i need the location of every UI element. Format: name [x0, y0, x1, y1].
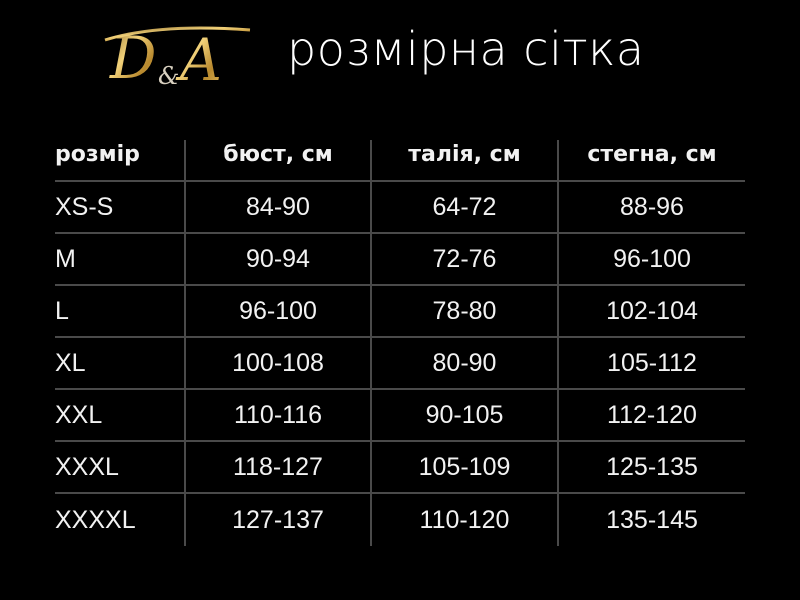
cell-hips: 105-112	[607, 348, 697, 377]
cell-waist: 78-80	[372, 286, 559, 336]
page-title: розмірна сітка	[287, 22, 645, 76]
table-header-row: розмір бюст, см талія, см стегна, см	[55, 140, 745, 182]
cell-hips: 125-135	[606, 452, 698, 481]
header-bust: бюст, см	[186, 140, 372, 180]
svg-text:A: A	[175, 26, 222, 94]
table-row: XS-S 84-90 64-72 88-96	[55, 182, 745, 234]
cell-hips: 102-104	[606, 296, 698, 325]
cell-hips: 112-120	[607, 400, 697, 429]
cell-waist: 64-72	[372, 182, 559, 232]
cell-waist: 105-109	[372, 442, 559, 492]
cell-bust: 84-90	[186, 182, 372, 232]
cell-bust: 110-116	[186, 390, 372, 440]
cell-size: XXXL	[55, 442, 186, 492]
table-row: XXL 110-116 90-105 112-120	[55, 390, 745, 442]
cell-hips: 88-96	[620, 192, 684, 221]
cell-waist: 80-90	[372, 338, 559, 388]
cell-bust: 100-108	[186, 338, 372, 388]
header-size: розмір	[55, 140, 186, 180]
cell-bust: 118-127	[186, 442, 372, 492]
cell-waist: 110-120	[372, 494, 559, 546]
table-row: XXXXL 127-137 110-120 135-145	[55, 494, 745, 546]
cell-size: M	[55, 234, 186, 284]
cell-size: L	[55, 286, 186, 336]
header-hips: стегна, см	[587, 142, 717, 167]
svg-text:&: &	[158, 62, 179, 90]
cell-size: XL	[55, 338, 186, 388]
cell-bust: 90-94	[186, 234, 372, 284]
cell-size: XS-S	[55, 182, 186, 232]
cell-bust: 127-137	[186, 494, 372, 546]
cell-bust: 96-100	[186, 286, 372, 336]
cell-hips: 96-100	[613, 244, 691, 273]
table-row: L 96-100 78-80 102-104	[55, 286, 745, 338]
cell-size: XXXXL	[55, 494, 186, 546]
table-row: XL 100-108 80-90 105-112	[55, 338, 745, 390]
cell-size: XXL	[55, 390, 186, 440]
brand-logo: D & A	[100, 18, 260, 98]
size-table: розмір бюст, см талія, см стегна, см XS-…	[55, 140, 745, 546]
cell-hips: 135-145	[606, 505, 698, 534]
cell-waist: 90-105	[372, 390, 559, 440]
table-row: XXXL 118-127 105-109 125-135	[55, 442, 745, 494]
header-waist: талія, см	[372, 140, 559, 180]
table-row: M 90-94 72-76 96-100	[55, 234, 745, 286]
cell-waist: 72-76	[372, 234, 559, 284]
